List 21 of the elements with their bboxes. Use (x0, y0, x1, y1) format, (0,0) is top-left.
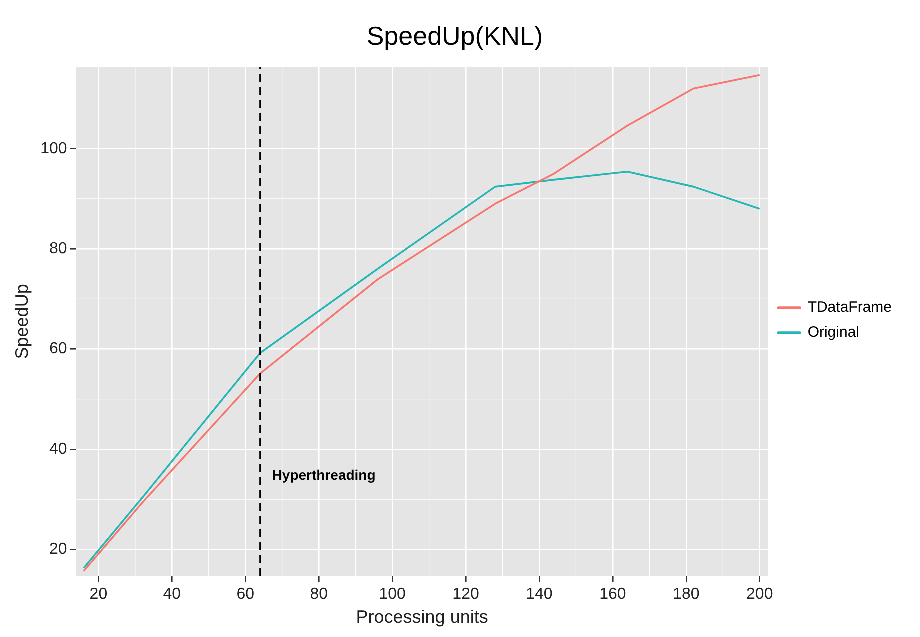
x-tick-label: 140 (526, 586, 553, 604)
y-tick-label: 80 (50, 240, 68, 258)
x-tick-label: 20 (90, 586, 108, 604)
annotation: Hyperthreading (272, 467, 376, 484)
x-tick-label: 200 (746, 586, 774, 604)
x-tick-label: 120 (452, 586, 480, 604)
legend-label: Original (808, 324, 860, 342)
y-tick-label: 40 (50, 440, 68, 458)
y-axis-title: SpeedUp (12, 284, 32, 360)
y-tick-label: 60 (50, 340, 68, 358)
y-tick-label: 20 (50, 541, 68, 558)
legend-label: TDataFrame (808, 299, 892, 316)
x-tick-label: 180 (673, 586, 700, 604)
x-tick-label: 160 (600, 586, 626, 604)
chart-title: SpeedUp(KNL) (366, 20, 544, 51)
y-tick-label: 100 (40, 140, 68, 158)
x-axis-title: Processing units (356, 607, 488, 628)
x-tick-label: 60 (236, 586, 255, 604)
x-tick-label: 80 (310, 586, 328, 604)
x-tick-label: 100 (379, 586, 406, 604)
x-tick-label: 40 (163, 586, 182, 604)
